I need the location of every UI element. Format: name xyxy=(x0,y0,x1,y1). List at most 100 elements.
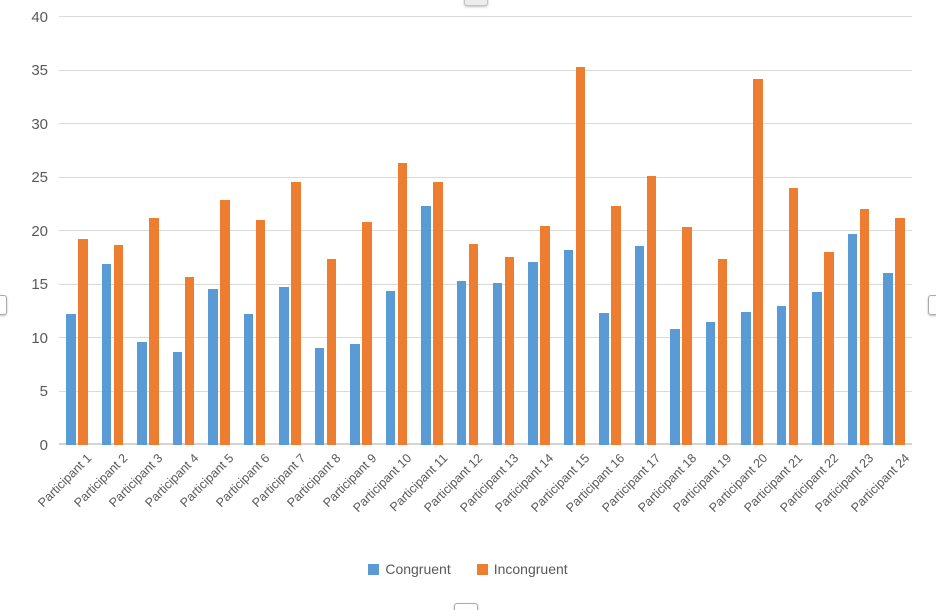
legend: Congruent Incongruent xyxy=(0,561,936,577)
bar-congruent-participant-21[interactable] xyxy=(776,305,787,445)
bar-group-16 xyxy=(592,17,628,445)
bar-incongruent-participant-17[interactable] xyxy=(646,176,657,445)
chart-resize-handle-left[interactable] xyxy=(0,295,7,315)
x-axis-line xyxy=(59,443,912,445)
bar-incongruent-participant-9[interactable] xyxy=(362,222,372,445)
legend-label-incongruent: Incongruent xyxy=(493,561,568,577)
legend-swatch-incongruent xyxy=(476,563,488,575)
y-tick-label-15: 15 xyxy=(31,276,48,293)
bar-group-6 xyxy=(237,17,273,445)
bar-group-15 xyxy=(557,17,593,445)
bar-congruent-participant-16[interactable] xyxy=(599,313,609,445)
bar-incongruent-participant-11[interactable] xyxy=(433,181,443,445)
bar-group-14 xyxy=(521,17,557,445)
bar-incongruent-participant-15[interactable] xyxy=(575,67,586,445)
bar-group-11 xyxy=(414,17,450,445)
bar-incongruent-participant-10[interactable] xyxy=(397,162,408,445)
bar-congruent-participant-24[interactable] xyxy=(883,272,893,445)
y-tick-label-35: 35 xyxy=(31,62,48,79)
bar-incongruent-participant-1[interactable] xyxy=(78,238,88,445)
bar-congruent-participant-19[interactable] xyxy=(705,321,716,445)
bar-group-10 xyxy=(379,17,415,445)
bar-incongruent-participant-19[interactable] xyxy=(717,258,728,445)
bar-incongruent-participant-14[interactable] xyxy=(540,225,550,445)
legend-swatch-congruent xyxy=(368,563,380,575)
gridline-40 xyxy=(59,16,912,17)
bar-group-21 xyxy=(770,17,806,445)
y-tick-label-5: 5 xyxy=(39,383,48,400)
y-tick-label-0: 0 xyxy=(39,436,48,454)
bar-congruent-participant-6[interactable] xyxy=(243,314,254,445)
y-tick-label-20: 20 xyxy=(31,222,48,240)
bar-group-2 xyxy=(95,17,131,445)
bar-group-1 xyxy=(59,17,95,445)
legend-item-congruent[interactable]: Congruent xyxy=(368,561,451,577)
bar-group-3 xyxy=(130,17,166,445)
bar-congruent-participant-9[interactable] xyxy=(350,344,360,445)
bar-incongruent-participant-22[interactable] xyxy=(824,252,834,445)
bar-congruent-participant-1[interactable] xyxy=(66,314,76,445)
y-tick-label-25: 25 xyxy=(31,169,48,186)
bar-congruent-participant-2[interactable] xyxy=(101,264,112,445)
bar-incongruent-participant-21[interactable] xyxy=(788,188,799,445)
bar-incongruent-participant-7[interactable] xyxy=(291,181,301,445)
bar-incongruent-participant-6[interactable] xyxy=(255,220,266,445)
bar-congruent-participant-17[interactable] xyxy=(634,245,645,445)
bar-group-23 xyxy=(841,17,877,445)
bar-group-18 xyxy=(663,17,699,445)
bar-group-9 xyxy=(343,17,379,445)
bar-incongruent-participant-13[interactable] xyxy=(504,256,515,445)
plot-area xyxy=(59,16,912,445)
chart-resize-handle-top[interactable] xyxy=(464,0,488,6)
bar-group-24 xyxy=(876,17,912,445)
bar-congruent-participant-5[interactable] xyxy=(208,288,218,445)
bar-group-22 xyxy=(805,17,841,445)
chart-resize-handle-right[interactable] xyxy=(928,295,936,315)
bar-incongruent-participant-12[interactable] xyxy=(468,243,479,445)
bar-group-12 xyxy=(450,17,486,445)
bar-congruent-participant-10[interactable] xyxy=(385,290,396,445)
bar-group-8 xyxy=(308,17,344,445)
bar-group-17 xyxy=(628,17,664,445)
bar-incongruent-participant-18[interactable] xyxy=(682,226,692,445)
bar-incongruent-participant-5[interactable] xyxy=(220,199,230,445)
bar-group-20 xyxy=(734,17,770,445)
y-tick-label-30: 30 xyxy=(31,115,48,133)
bar-congruent-participant-11[interactable] xyxy=(421,206,431,445)
gridline-20 xyxy=(59,230,912,231)
bar-group-7 xyxy=(272,17,308,445)
bar-congruent-participant-7[interactable] xyxy=(279,286,289,445)
bar-incongruent-participant-23[interactable] xyxy=(859,208,870,445)
chart-resize-handle-bottom[interactable] xyxy=(454,603,478,610)
bar-congruent-participant-13[interactable] xyxy=(492,283,503,445)
gridline-35 xyxy=(59,69,912,71)
legend-item-incongruent[interactable]: Incongruent xyxy=(476,561,568,577)
bar-congruent-participant-15[interactable] xyxy=(563,250,574,445)
gridline-30 xyxy=(59,123,912,124)
bar-incongruent-participant-16[interactable] xyxy=(611,206,621,445)
bar-congruent-participant-3[interactable] xyxy=(137,342,147,445)
bar-incongruent-participant-4[interactable] xyxy=(184,277,195,445)
bar-incongruent-participant-24[interactable] xyxy=(895,218,905,445)
bar-incongruent-participant-20[interactable] xyxy=(753,79,763,445)
bar-group-4 xyxy=(166,17,202,445)
y-axis-tick-labels: 0 5 10 15 20 25 30 35 40 xyxy=(0,0,48,610)
bar-congruent-participant-18[interactable] xyxy=(670,329,680,445)
bar-incongruent-participant-8[interactable] xyxy=(326,258,337,445)
bar-congruent-participant-8[interactable] xyxy=(314,347,325,445)
gridline-5 xyxy=(59,390,912,392)
bar-congruent-participant-4[interactable] xyxy=(172,351,183,445)
gridline-10 xyxy=(59,337,912,338)
bar-congruent-participant-23[interactable] xyxy=(847,234,858,445)
legend-label-congruent: Congruent xyxy=(385,561,451,577)
bar-congruent-participant-14[interactable] xyxy=(528,262,538,445)
bar-group-13 xyxy=(486,17,522,445)
bar-congruent-participant-12[interactable] xyxy=(456,281,467,445)
bar-incongruent-participant-2[interactable] xyxy=(113,244,124,445)
bar-congruent-participant-20[interactable] xyxy=(741,312,751,445)
bar-congruent-participant-22[interactable] xyxy=(812,292,822,445)
bar-incongruent-participant-3[interactable] xyxy=(149,218,159,445)
y-tick-label-40: 40 xyxy=(31,8,48,26)
